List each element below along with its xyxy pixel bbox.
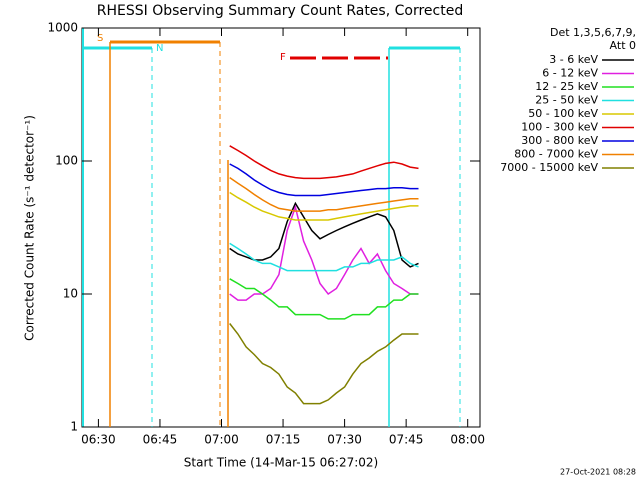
legend-label: 12 - 25 keV [535, 80, 598, 93]
legend-label: 50 - 100 keV [528, 107, 598, 120]
series-line [229, 204, 419, 301]
series-line [229, 145, 419, 180]
y-axis-label: Corrected Count Rate (s⁻¹ detector⁻¹) [23, 115, 37, 341]
chart-title: RHESSI Observing Summary Count Rates, Co… [97, 3, 463, 19]
legend-label: 7000 - 15000 keV [500, 161, 598, 174]
series-line [229, 323, 419, 405]
x-tick-label: 06:45 [143, 433, 178, 447]
series-line [229, 242, 419, 272]
y-tick-label: 1 [70, 420, 78, 434]
series-line [229, 191, 419, 221]
y-tick-label: 100 [55, 154, 78, 168]
y-tick-label: 1000 [47, 21, 78, 35]
legend-label: 3 - 6 keV [549, 53, 598, 66]
night-label: N [156, 43, 163, 54]
x-tick-label: 07:00 [204, 433, 239, 447]
legend-label: 300 - 800 keV [521, 134, 598, 147]
legend-title: Det 1,3,5,6,7,9, [550, 26, 636, 39]
x-tick-label: 07:30 [327, 433, 362, 447]
legend-label: 6 - 12 keV [542, 67, 598, 80]
saa-label: S [97, 33, 103, 44]
series-line [229, 176, 419, 212]
legend-title: Att 0 [610, 39, 636, 52]
flare-label: F [280, 52, 286, 63]
plot-frame [81, 27, 481, 428]
series-line [229, 201, 419, 268]
legend-label: 100 - 300 keV [521, 121, 598, 134]
series-line [229, 278, 419, 320]
x-axis-label: Start Time (14-Mar-15 06:27:02) [184, 456, 378, 470]
series-line [229, 163, 419, 197]
legend-label: 25 - 50 keV [535, 94, 598, 107]
legend-label: 800 - 7000 keV [514, 148, 598, 161]
y-tick-label: 10 [63, 287, 78, 301]
x-tick-label: 07:15 [266, 433, 301, 447]
x-tick-label: 06:30 [81, 433, 116, 447]
x-tick-label: 07:45 [389, 433, 424, 447]
x-tick-label: 08:00 [450, 433, 485, 447]
footer: 27-Oct-2021 08:28 [560, 468, 636, 477]
